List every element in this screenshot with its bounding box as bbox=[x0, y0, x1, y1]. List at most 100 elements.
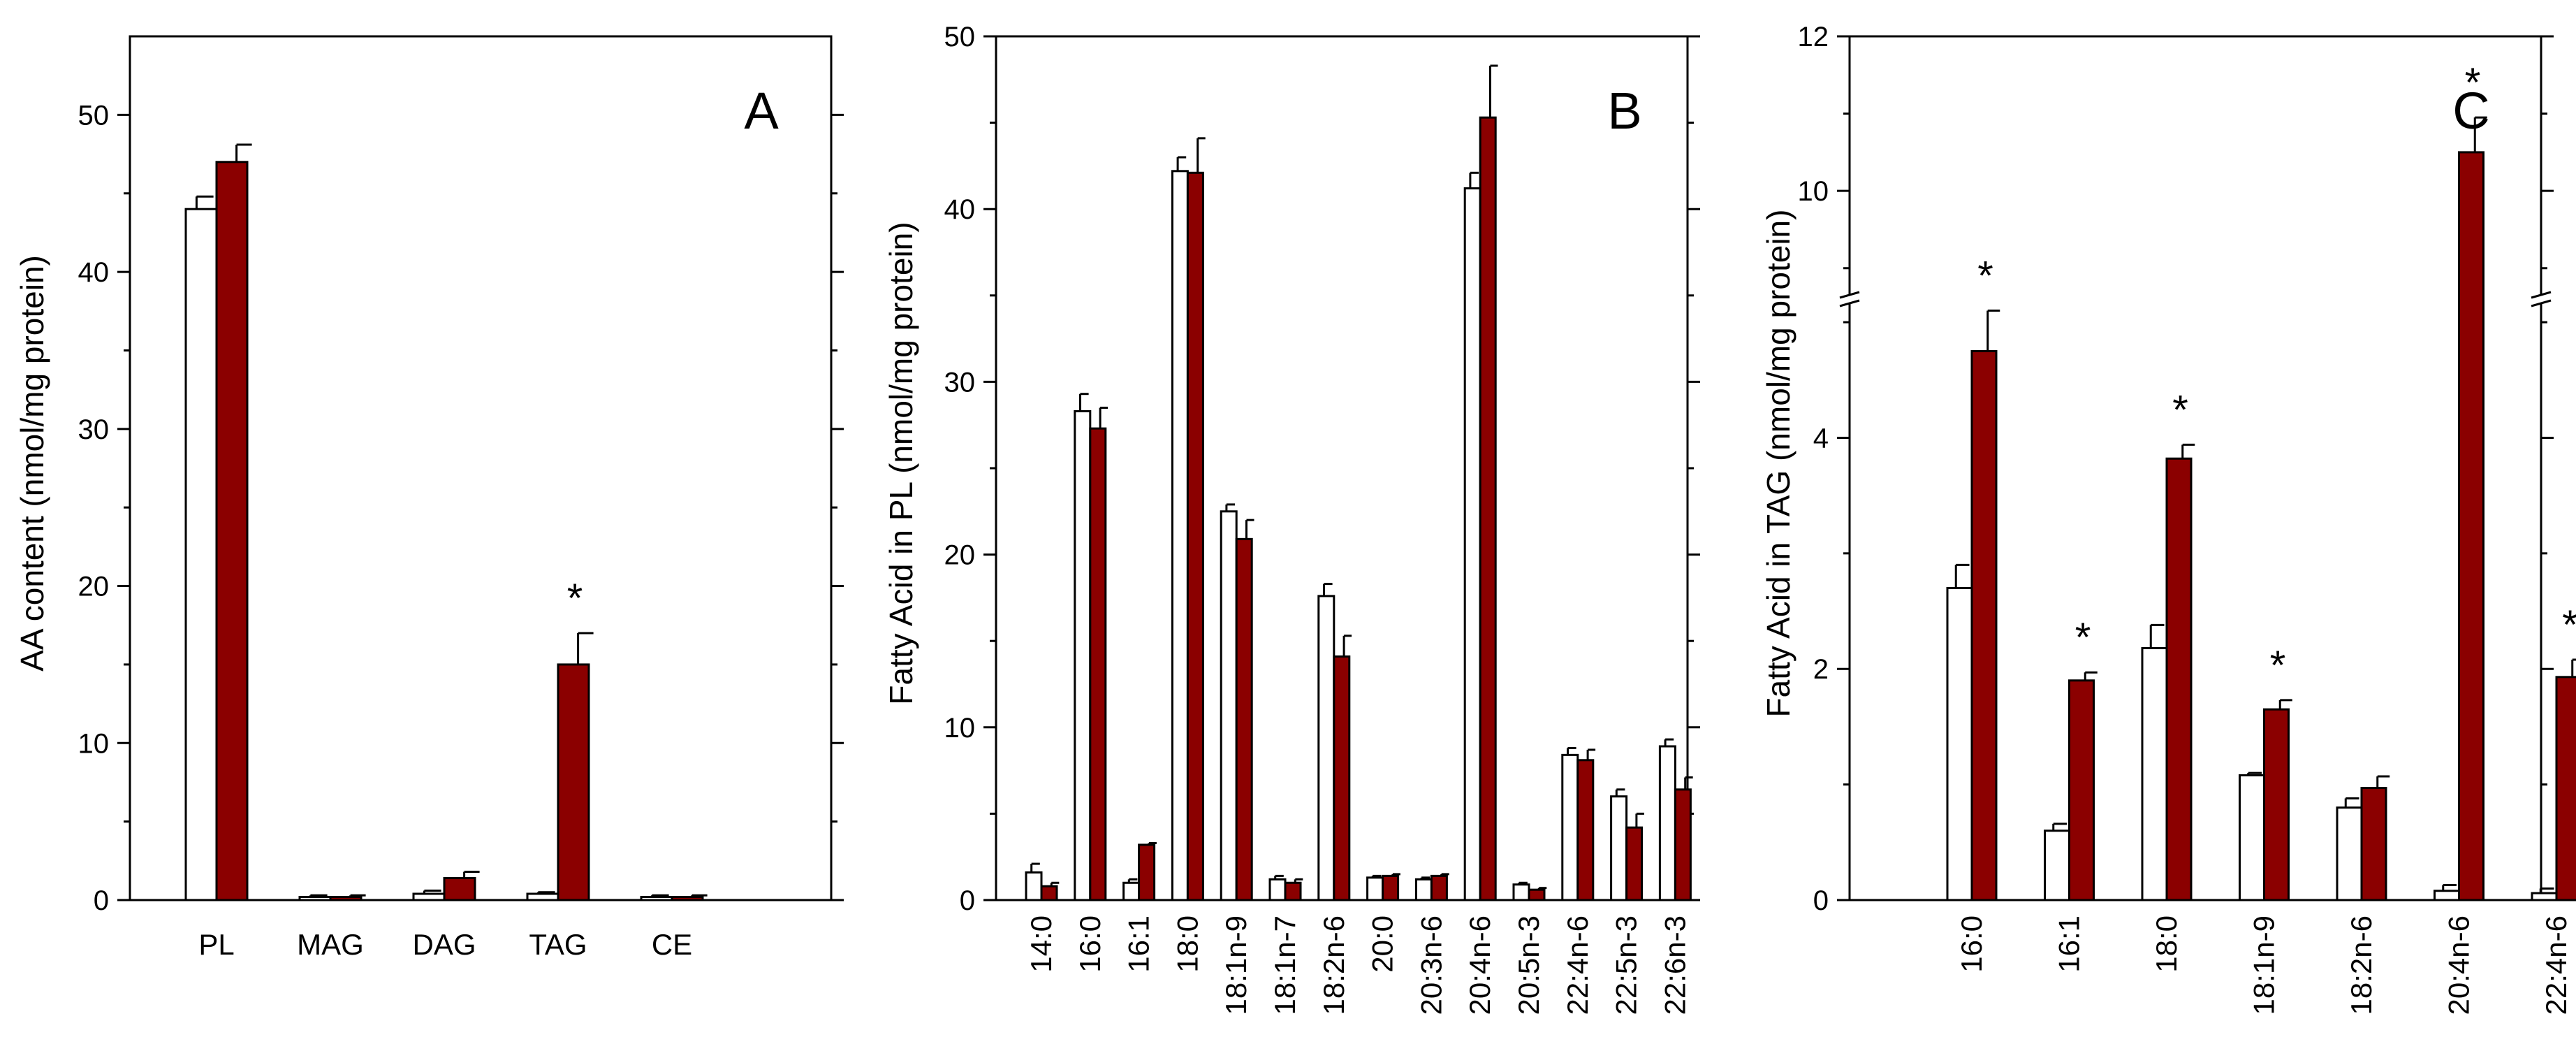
y-tick-label: 20 bbox=[944, 540, 976, 571]
x-tick-label: DAG bbox=[412, 928, 476, 961]
bar-control bbox=[184, 208, 218, 901]
x-tick-label: 18:1n-7 bbox=[1268, 915, 1301, 1015]
x-tick-label: 22:6n-3 bbox=[1658, 915, 1691, 1015]
bar-treated bbox=[2068, 679, 2095, 901]
bar-control bbox=[1122, 881, 1141, 901]
x-tick-label: 20:5n-3 bbox=[1512, 915, 1545, 1015]
axis-break-mark bbox=[2531, 299, 2552, 307]
bar-treated bbox=[671, 896, 704, 901]
panel-a: A AA content (nmol/mg protein) bbox=[14, 82, 779, 672]
bar-control bbox=[1220, 510, 1238, 901]
bar-treated bbox=[1186, 171, 1204, 901]
x-tick-label: 16:0 bbox=[1955, 915, 1988, 973]
panel-b-label: B bbox=[1607, 82, 1641, 140]
bar-treated bbox=[443, 877, 476, 901]
x-tick-label: 16:1 bbox=[2053, 915, 2086, 973]
panel-a-y-axis-label: AA content (nmol/mg protein) bbox=[14, 255, 50, 672]
bar-treated bbox=[1970, 349, 1998, 901]
bar-treated bbox=[1235, 537, 1253, 901]
bar-treated bbox=[1040, 885, 1058, 901]
bar-control bbox=[1025, 871, 1043, 901]
bar-treated bbox=[2458, 151, 2484, 901]
panel-b-y-axis-label: Fatty Acid in PL (nmol/mg protein) bbox=[883, 222, 919, 704]
panel-c-label: C bbox=[2452, 82, 2489, 140]
bar-control bbox=[1171, 170, 1189, 901]
x-tick-label: 20:4n-6 bbox=[1463, 915, 1496, 1015]
significance-star: * bbox=[2270, 643, 2286, 688]
bar-control bbox=[1561, 753, 1579, 901]
x-tick-label: 22:4n-6 bbox=[1561, 915, 1594, 1015]
bar-control bbox=[2434, 890, 2460, 901]
panel-c: C Fatty Acid in TAG (nmol/mg protein) bbox=[1760, 82, 2490, 717]
bar-control bbox=[2141, 646, 2168, 901]
bar-control bbox=[1463, 187, 1481, 901]
y-tick-label: 40 bbox=[944, 194, 976, 225]
y-tick-label: 0 bbox=[1813, 885, 1829, 916]
x-tick-label: 20:0 bbox=[1366, 915, 1399, 973]
x-tick-label: MAG bbox=[297, 928, 364, 961]
bar-control bbox=[298, 896, 332, 901]
plot-frame bbox=[129, 35, 833, 901]
bar-control bbox=[1658, 745, 1676, 901]
y-tick-label: 50 bbox=[944, 22, 976, 52]
bar-control bbox=[2336, 806, 2363, 901]
bar-treated bbox=[2263, 708, 2290, 901]
y-tick-label: 12 bbox=[1798, 22, 1829, 52]
bar-treated bbox=[1479, 116, 1497, 901]
axis-break-mark bbox=[1839, 291, 1860, 299]
panel-c-y-axis-label: Fatty Acid in TAG (nmol/mg protein) bbox=[1760, 210, 1796, 718]
x-tick-label: 18:2n-6 bbox=[1317, 915, 1350, 1015]
y-tick-label: 4 bbox=[1813, 423, 1829, 454]
x-tick-label: 22:4n-6 bbox=[2540, 915, 2573, 1015]
bar-treated bbox=[329, 896, 363, 901]
bar-treated bbox=[1138, 843, 1156, 901]
significance-star: * bbox=[2172, 387, 2188, 433]
bar-treated bbox=[1528, 888, 1546, 901]
y-tick-label: 10 bbox=[78, 728, 110, 759]
bar-control bbox=[1512, 883, 1530, 901]
bar-treated bbox=[1576, 759, 1595, 901]
bar-treated bbox=[2555, 676, 2576, 901]
y-tick-label: 30 bbox=[78, 414, 110, 445]
bar-control bbox=[1414, 878, 1433, 901]
axis-break-mark bbox=[2531, 291, 2552, 299]
significance-star: * bbox=[2562, 602, 2576, 648]
panel-a-label: A bbox=[744, 82, 779, 140]
bar-control bbox=[2239, 774, 2265, 901]
significance-star: * bbox=[567, 576, 583, 621]
y-tick-label: 2 bbox=[1813, 654, 1829, 685]
x-tick-label: 18:0 bbox=[2150, 915, 2183, 973]
bar-control bbox=[2044, 829, 2070, 901]
y-tick-label: 30 bbox=[944, 367, 976, 398]
bar-treated bbox=[1333, 655, 1351, 901]
bar-control bbox=[1317, 595, 1335, 901]
significance-star: * bbox=[1977, 254, 1993, 299]
panel-b-plot: 0 10 20 30 40 50 14:0 16:0 16:1 18:0 18:1n-9 18:1n-… bbox=[944, 22, 1700, 1015]
bar-treated bbox=[557, 663, 590, 901]
significance-star: * bbox=[2465, 60, 2481, 106]
x-tick-label: 14:0 bbox=[1025, 915, 1058, 973]
bar-treated bbox=[1430, 874, 1448, 901]
y-tick-label: 50 bbox=[78, 100, 110, 131]
axis-break-mark bbox=[1839, 299, 1860, 307]
panel-c-plot: 0 2 4 10 12 * 16:0 * 16:1 * 18:0 * 18:1n-9 18:2n-6 * 20… bbox=[1798, 22, 2576, 1015]
y-tick-label: 20 bbox=[78, 572, 110, 602]
bar-control bbox=[2531, 892, 2558, 901]
bar-treated bbox=[1674, 788, 1692, 901]
y-tick-label: 10 bbox=[1798, 176, 1829, 207]
bar-treated bbox=[1284, 881, 1302, 901]
x-tick-label: 18:1n-9 bbox=[1220, 915, 1252, 1015]
bar-treated bbox=[1382, 874, 1400, 901]
bar-treated bbox=[215, 161, 249, 901]
x-tick-label: 18:1n-9 bbox=[2248, 915, 2281, 1015]
panel-b: B Fatty Acid in PL (nmol/mg protein) bbox=[883, 82, 1642, 705]
x-tick-label: 20:4n-6 bbox=[2443, 915, 2475, 1015]
x-tick-label: CE bbox=[652, 928, 692, 961]
bar-control bbox=[1268, 878, 1287, 901]
panel-a-plot: 0 10 20 30 40 50 PL MAG DAG * TAG CE bbox=[78, 35, 844, 961]
x-tick-label: 16:1 bbox=[1122, 915, 1155, 973]
bar-control bbox=[1074, 410, 1092, 901]
bar-control bbox=[1366, 876, 1384, 901]
y-tick-label: 40 bbox=[78, 257, 110, 288]
